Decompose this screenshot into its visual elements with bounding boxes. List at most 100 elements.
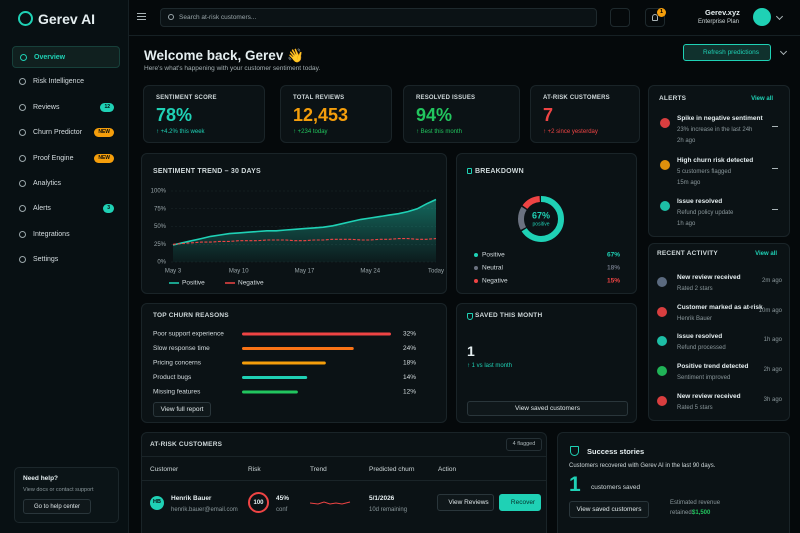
nav-item[interactable]: Alerts 3 <box>12 198 120 220</box>
item-title[interactable]: New review received <box>677 392 741 400</box>
nav-item[interactable]: Analytics <box>12 173 120 195</box>
menu-icon[interactable] <box>137 13 146 20</box>
item-title[interactable]: Positive trend detected <box>677 363 749 371</box>
x-tick-label: May 17 <box>295 269 315 275</box>
help-button[interactable]: Go to help center <box>23 499 91 514</box>
view-reviews-button[interactable]: View Reviews <box>437 494 494 511</box>
value-label: 15% <box>607 278 620 285</box>
nav-item[interactable]: Churn Predictor NEW <box>12 122 120 144</box>
bar-label: Poor support experience <box>153 331 224 338</box>
success-unit: customers saved <box>591 484 641 491</box>
revenue-value: $1,500 <box>692 510 711 516</box>
avatar[interactable] <box>753 8 771 26</box>
sparkline <box>310 501 351 505</box>
activity-link[interactable]: View all <box>755 251 777 257</box>
item-text: Rated 5 stars <box>677 404 713 411</box>
nav-icon <box>19 230 26 238</box>
nav-item[interactable]: Integrations <box>12 224 120 246</box>
customer-email: henrik.bauer@email.com <box>171 507 238 513</box>
item-text: Refund policy update <box>677 210 734 216</box>
nav-item[interactable]: Reviews 12 <box>12 97 120 119</box>
item-title[interactable]: Customer marked as at-risk <box>677 303 763 311</box>
alerts-title: ALERTS <box>659 95 687 102</box>
kpi-change: ↑ +4.2% this week <box>156 129 205 135</box>
kpi-card: SENTIMENT SCORE 78% ↑ +4.2% this week <box>143 85 265 143</box>
nav-label: Integrations <box>33 230 70 238</box>
notifications-button[interactable]: 1 <box>645 8 666 27</box>
breakdown-icon <box>467 168 472 174</box>
confidence-label: conf <box>276 507 288 513</box>
header-chevron[interactable] <box>779 47 788 56</box>
item-arrow[interactable] <box>772 126 778 127</box>
item-title[interactable]: Issue resolved <box>677 198 723 205</box>
item-title[interactable]: New review received <box>677 274 741 281</box>
welcome-title: Welcome back, Gerev 👋 <box>144 48 304 63</box>
item-arrow[interactable] <box>772 167 778 169</box>
shield-icon <box>467 313 473 320</box>
kpi-value: 12,453 <box>293 105 349 125</box>
bar-value: 14% <box>403 374 416 381</box>
nav-item[interactable]: Proof Engine NEW <box>12 148 120 170</box>
saved-button[interactable]: View saved customers <box>467 401 628 416</box>
nav-item[interactable]: Overview <box>12 46 120 68</box>
item-icon <box>657 277 667 287</box>
column-header: Risk <box>248 466 261 473</box>
row-divider <box>142 480 546 481</box>
item-icon <box>660 118 670 128</box>
bar-value: 24% <box>403 345 416 352</box>
nav-icon <box>20 54 27 61</box>
revenue-label: Estimated revenue <box>670 500 721 506</box>
customer-name: Henrik Bauer <box>171 495 212 502</box>
column-header: Trend <box>310 466 327 473</box>
item-time: 1h ago <box>763 337 782 344</box>
translate-button[interactable] <box>610 8 630 27</box>
refresh-button[interactable]: Refresh predictions <box>683 44 771 61</box>
y-tick-label: 50% <box>154 224 167 230</box>
help-text: View docs or contact support <box>23 487 94 493</box>
account-chevron[interactable] <box>775 12 784 21</box>
recover-button[interactable]: Recover <box>499 494 541 511</box>
full-report-button[interactable]: View full report <box>153 402 211 417</box>
item-title[interactable]: Spike in negative sentiment <box>677 115 763 122</box>
nav-item[interactable]: Settings <box>12 249 120 271</box>
trend-sparkline <box>310 501 351 505</box>
help-box: Need help? View docs or contact support … <box>14 467 119 523</box>
donut-center: 67% <box>532 210 550 220</box>
item-text: Henrik Bauer <box>677 315 713 322</box>
item-time: 2h ago <box>677 138 696 144</box>
revenue-prefix: retained: <box>670 510 694 516</box>
kpi-change: ↑ +234 today <box>293 129 328 135</box>
nav-label: Proof Engine <box>33 154 74 162</box>
item-icon <box>657 366 667 377</box>
notification-badge: 1 <box>657 8 666 17</box>
item-time: 1h ago <box>677 221 696 227</box>
logo-icon <box>18 11 33 26</box>
search-box[interactable]: Search at-risk customers... <box>160 8 597 27</box>
item-title[interactable]: Issue resolved <box>677 333 723 341</box>
bar <box>242 332 391 336</box>
kpi-change: ↑ +2 since yesterday <box>543 129 598 135</box>
brand: Gerev AI <box>38 11 96 27</box>
risk-ring: 100 <box>248 492 269 513</box>
nav-label: Analytics <box>33 180 62 187</box>
success-icon <box>570 446 579 456</box>
saved-title: SAVED THIS MONTH <box>475 312 543 319</box>
welcome-subtitle: Here's what's happening with your custom… <box>144 65 321 72</box>
item-arrow[interactable] <box>772 209 778 210</box>
alerts-link[interactable]: View all <box>751 96 773 102</box>
nav-icon <box>19 78 26 86</box>
churn-date: 5/1/2026 <box>369 495 395 502</box>
kpi-card: TOTAL REVIEWS 12,453 ↑ +234 today <box>280 85 392 143</box>
account-name: Gerev.xyz <box>705 8 740 17</box>
bar-value: 12% <box>403 389 416 396</box>
item-title[interactable]: High churn risk detected <box>677 156 754 164</box>
bar-label: Slow response time <box>153 345 210 352</box>
account-plan: Enterprise Plan <box>698 19 740 25</box>
kpi-card: RESOLVED ISSUES 94% ↑ Best this month <box>403 85 520 143</box>
success-button[interactable]: View saved customers <box>569 501 649 518</box>
line <box>172 238 437 245</box>
area <box>173 199 436 262</box>
nav-item[interactable]: Risk Intelligence <box>12 71 120 93</box>
y-tick-label: 75% <box>154 206 167 212</box>
kpi-card: AT-RISK CUSTOMERS 7 ↑ +2 since yesterday <box>530 85 640 143</box>
